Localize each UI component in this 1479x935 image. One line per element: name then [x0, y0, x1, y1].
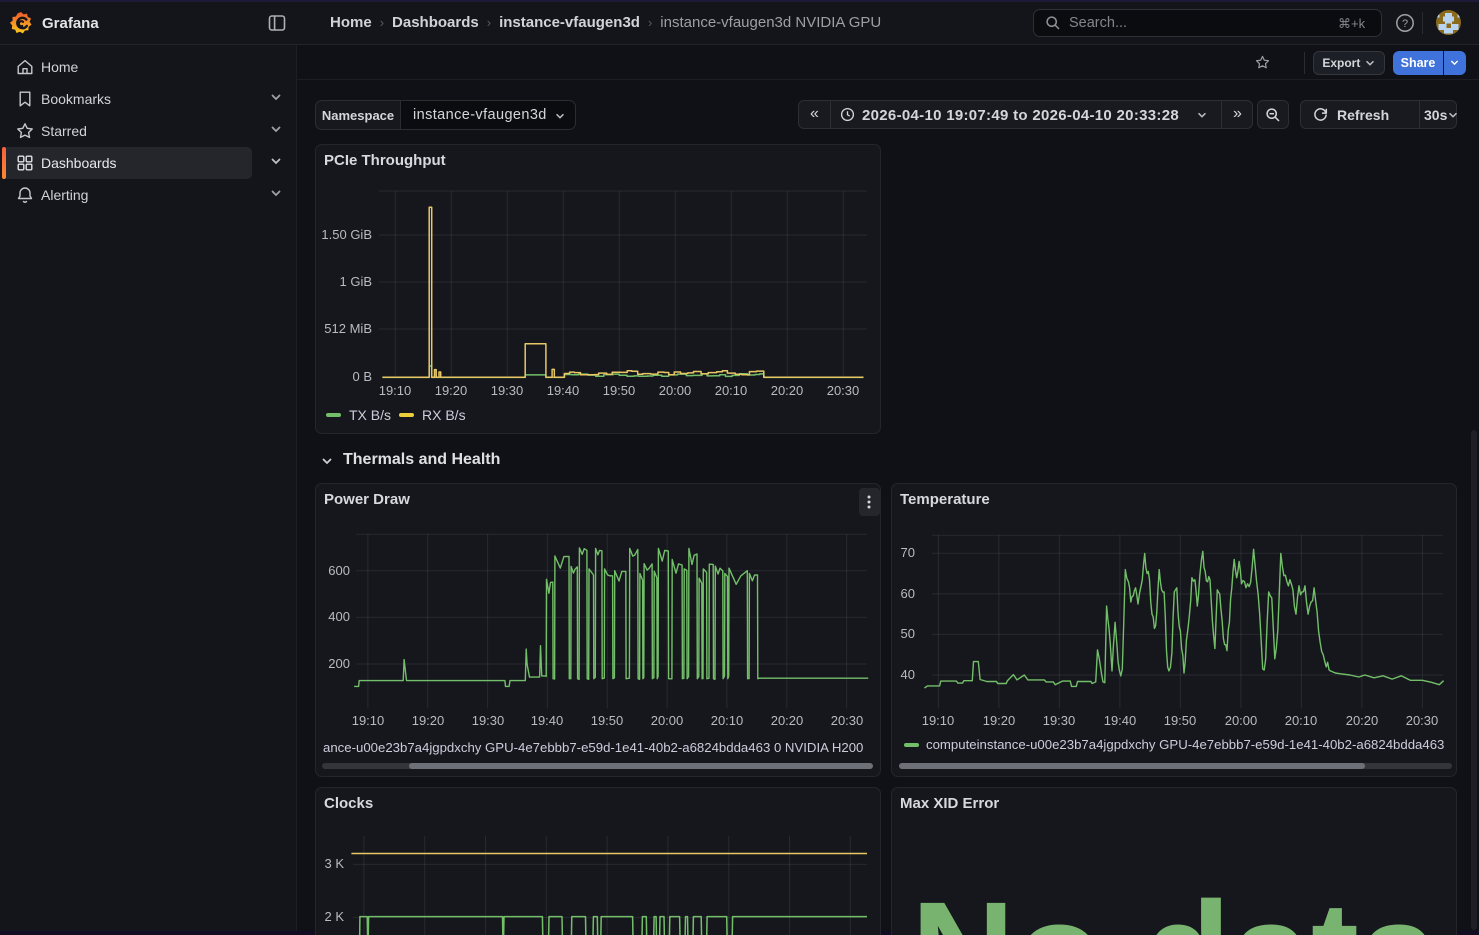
svg-text:?: ?: [1402, 18, 1408, 30]
